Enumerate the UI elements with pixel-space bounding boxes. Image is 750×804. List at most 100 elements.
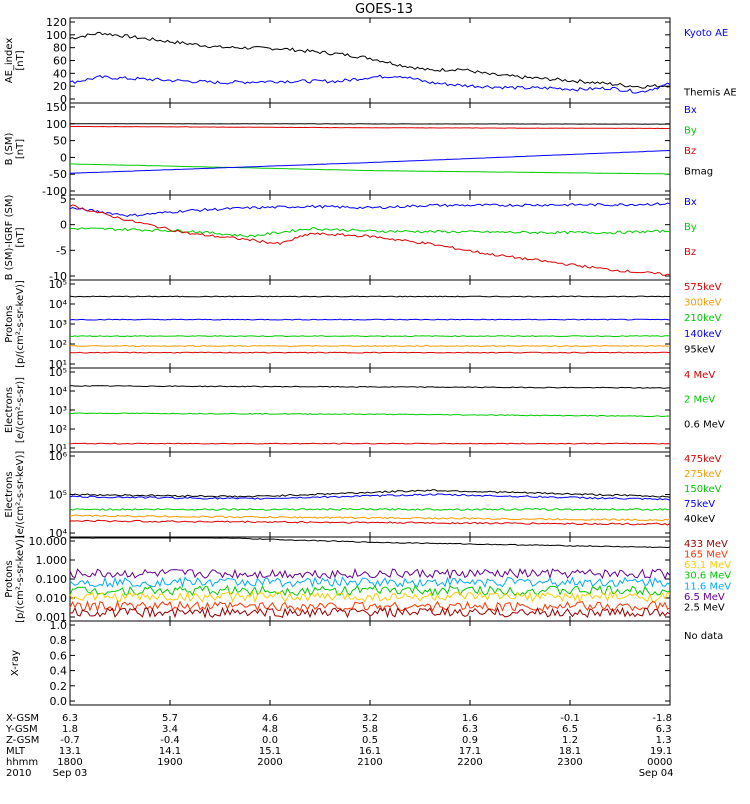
y-tick-label: 10¹ — [49, 442, 67, 455]
y-tick-label: 100 — [46, 29, 67, 42]
y-tick-label: 60 — [53, 55, 67, 68]
series-line — [70, 163, 671, 175]
y-axis-label: [nT] — [15, 50, 26, 70]
legend-entry: 210keV — [684, 313, 722, 324]
legend-entry: By — [684, 222, 697, 233]
orbit-value: 5.7 — [162, 713, 178, 724]
y-axis-label: [p/(cm²-s-sr-keV)] — [15, 535, 26, 623]
series-line — [69, 202, 671, 217]
orbit-value: 4.6 — [262, 713, 278, 724]
orbit-value: 2100 — [357, 757, 383, 768]
panel-frame — [69, 536, 671, 622]
legend-entry: 433 MeV — [684, 539, 728, 550]
series-line — [70, 123, 670, 125]
y-tick-label: 80 — [53, 42, 67, 55]
y-axis-label: [nT] — [15, 227, 26, 247]
panel-frame — [69, 17, 671, 104]
orbit-value: -0.4 — [160, 735, 180, 746]
legend-entry: 275keV — [684, 469, 722, 480]
orbit-value: 3.2 — [362, 713, 378, 724]
orbit-row-label: Y-GSM — [6, 724, 38, 735]
y-tick-label: 10⁵ — [49, 366, 67, 379]
series-line — [69, 584, 671, 597]
y-tick-label: 0.100 — [36, 573, 68, 586]
series-line — [69, 74, 671, 94]
y-tick-label: 20 — [53, 80, 67, 93]
orbit-value: 0.9 — [462, 735, 478, 746]
y-axis-label: [e/(cm²-s-sr-keV)] — [15, 451, 26, 539]
y-axis-label: Electrons — [4, 471, 15, 517]
legend-entry: Bz — [684, 146, 696, 157]
legend-entry: 63.1 MeV — [684, 560, 731, 571]
legend-entry: 140keV — [684, 329, 722, 340]
y-tick-label: 120 — [46, 16, 67, 29]
series-line — [69, 514, 671, 522]
y-axis-label: Protons — [4, 305, 15, 342]
y-tick-label: -10 — [49, 270, 67, 283]
legend-entry: Bz — [684, 247, 696, 258]
orbit-value: 16.1 — [358, 746, 382, 757]
orbit-value: 4.8 — [262, 724, 278, 735]
series-line — [69, 489, 671, 498]
plot-title: GOES-13 — [355, 2, 413, 17]
y-tick-label: 1.000 — [36, 554, 68, 567]
legend-entry: 2 MeV — [684, 395, 715, 406]
orbit-row-label: X-GSM — [6, 713, 40, 724]
orbit-value: 1800 — [57, 757, 83, 768]
y-axis-label: X-ray — [10, 650, 21, 676]
legend-entry: 40keV — [684, 514, 715, 525]
orbit-value: 0000 — [647, 757, 673, 768]
orbit-value: 1900 — [157, 757, 183, 768]
orbit-value: 2300 — [557, 757, 583, 768]
orbit-value: 2200 — [457, 757, 483, 768]
series-line — [69, 385, 670, 389]
orbit-value: 14.1 — [158, 746, 182, 757]
series-line — [69, 295, 671, 298]
legend-entry: 165 MeV — [684, 550, 728, 561]
series-line — [69, 227, 671, 238]
orbit-value: 18.1 — [558, 746, 582, 757]
y-tick-label: 100 — [46, 118, 67, 131]
y-tick-label: 50 — [53, 135, 67, 148]
y-tick-label: 10⁵ — [49, 278, 67, 291]
legend-entry: 4 MeV — [684, 370, 715, 381]
y-tick-label: 10² — [49, 423, 67, 436]
orbit-value: 0.0 — [262, 735, 278, 746]
y-tick-label: -50 — [49, 168, 67, 181]
y-tick-label: 10⁴ — [49, 385, 68, 398]
y-tick-label: 10³ — [49, 404, 67, 417]
legend-entry: Bx — [684, 105, 697, 116]
series-line — [69, 125, 671, 130]
series-line — [69, 345, 671, 347]
orbit-row-label: 2010 — [6, 768, 32, 779]
y-axis-label: B (SM) — [4, 132, 15, 165]
legend-entry: 75keV — [684, 499, 715, 510]
y-tick-label: 150 — [46, 101, 67, 114]
legend-entry: No data — [684, 631, 723, 642]
y-tick-label: 40 — [53, 67, 67, 80]
orbit-value: -1.8 — [652, 713, 672, 724]
y-tick-label: 0.010 — [36, 592, 68, 605]
y-axis-label: Protons — [4, 560, 15, 597]
y-axis-label: [p/(cm²-s-sr-keV)] — [15, 280, 26, 368]
series-line — [70, 537, 671, 549]
y-tick-label: 0 — [60, 93, 67, 106]
orbit-value: 2000 — [257, 757, 283, 768]
orbit-value: 6.3 — [62, 713, 78, 724]
y-axis-label: [nT] — [15, 139, 26, 159]
legend-entry: By — [684, 126, 697, 137]
y-tick-label: 10³ — [49, 318, 67, 331]
series-line — [69, 412, 671, 418]
y-axis-label: Electrons — [4, 387, 15, 433]
y-tick-label: 10⁵ — [49, 489, 67, 502]
y-tick-label: 0.2 — [50, 680, 68, 693]
legend-entry: 2.5 MeV — [684, 602, 725, 613]
orbit-value: 0.5 — [362, 735, 378, 746]
legend-entry: Themis AE — [683, 88, 737, 99]
y-tick-label: 0 — [60, 219, 67, 232]
orbit-row-label: MLT — [6, 746, 25, 757]
legend-entry: 150keV — [684, 484, 722, 495]
series-line — [69, 149, 671, 174]
